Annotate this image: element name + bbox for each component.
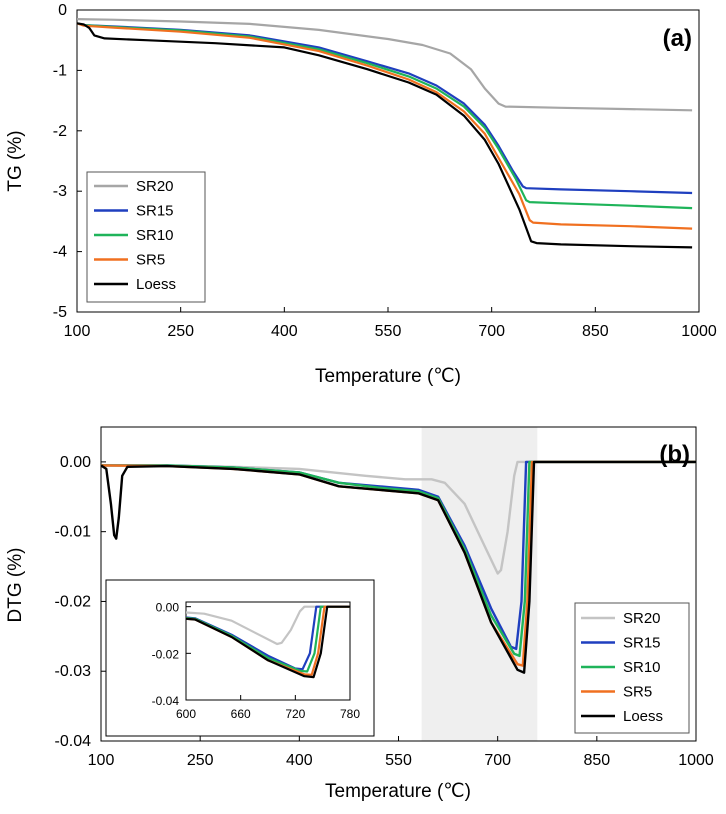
panel-a-legend-box [86,171,206,303]
panel-b-x-tick-label: 250 [187,752,214,769]
panel-b-x-tick-label: 850 [583,752,610,769]
panel-a-x-tick-label: 400 [271,323,298,340]
panel-a-label: (a) [663,25,692,52]
panel-b-legend-label-sr20: SR20 [623,610,661,627]
panel-b-y-tick-label: -0.04 [55,733,92,750]
panel-b-x-tick-label: 1000 [678,752,714,769]
panel-b: 100 250 400 550 700 850 1000 0.00 -0.01 -0.02 -0.0… [5,426,714,802]
panel-a-y-tick-label: 0 [58,2,67,19]
panel-b-y-tick-label: -0.03 [55,663,92,680]
panel-b-y-axis-label: DTG (%) [5,548,26,623]
panel-a-legend-label-loess: Loess [136,276,176,293]
panel-a-y-tick-label: -4 [53,244,67,261]
inset-series-loess [186,605,350,679]
panel-a-legend-label-sr20: SR20 [136,178,174,195]
panel-b-x-tick-label: 550 [385,752,412,769]
inset-x-tick-label: 600 [176,707,196,721]
panel-a-series-sr20 [77,18,693,112]
panel-a-legend-label-sr5: SR5 [136,252,165,269]
panel-a-ticks: 100 250 400 550 700 850 1000 0 -1 -2 -3 -4 -5 [53,2,717,340]
panel-a-x-tick-label: 700 [478,323,505,340]
panel-b-x-tick-label: 400 [286,752,313,769]
panel-a-series-sr5 [77,22,693,230]
panel-b-label: (b) [659,441,690,468]
panel-a-y-tick-label: -1 [53,62,67,79]
panel-b-y-tick-label: -0.01 [55,524,92,541]
panel-a-series [77,18,693,249]
panel-b-ticks: 100 250 400 550 700 850 1000 0.00 -0.01 -0.02 -0.0… [55,454,714,769]
panel-b-x-tick-label: 700 [484,752,511,769]
panel-a-x-tick-label: 250 [167,323,194,340]
panel-b-legend: SR20 SR15 SR10 SR5 Loess [574,602,690,734]
panel-a-y-tick-label: -5 [53,304,67,321]
panel-b-series [101,460,696,674]
panel-b-inset: 600 660 720 780 0.00 -0.02 -0.04 [105,579,375,737]
panel-a-series-loess [77,22,693,249]
inset-series [186,605,350,679]
inset-x-tick-label: 660 [231,707,251,721]
panel-a-legend-label-sr15: SR15 [136,203,174,220]
panel-a: 100 250 400 550 700 850 1000 0 -1 -2 -3 -4 -5 (a) Te… [5,2,717,387]
panel-b-legend-label-sr5: SR5 [623,684,652,701]
panel-b-legend-label-loess: Loess [623,708,663,725]
panel-b-y-tick-label: -0.02 [55,593,92,610]
panel-b-x-tick-label: 100 [88,752,115,769]
inset-y-tick-label: -0.02 [152,647,180,661]
panel-a-x-tick-label: 850 [582,323,609,340]
panel-a-y-axis-label: TG (%) [5,130,26,191]
panel-a-x-axis-label: Temperature (℃) [315,366,461,387]
panel-a-y-tick-label: -2 [53,123,67,140]
panel-b-legend-label-sr15: SR15 [623,635,661,652]
panel-a-x-tick-label: 100 [64,323,91,340]
inset-y-tick-label: 0.00 [156,601,180,615]
panel-b-legend-label-sr10: SR10 [623,659,661,676]
inset-y-tick-label: -0.04 [152,694,180,708]
inset-plot-area [185,601,351,701]
panel-a-x-tick-label: 1000 [681,323,717,340]
panel-a-x-tick-label: 550 [375,323,402,340]
panel-a-y-tick-label: -3 [53,183,67,200]
panel-b-series-loess [101,460,696,674]
inset-x-tick-label: 780 [340,707,360,721]
panel-a-legend-label-sr10: SR10 [136,227,174,244]
inset-x-tick-label: 720 [285,707,305,721]
panel-b-y-tick-label: 0.00 [60,454,91,471]
panel-a-legend: SR20 SR15 SR10 SR5 Loess [86,171,206,303]
panel-b-series-sr20 [101,460,696,575]
panel-b-x-axis-label: Temperature (℃) [325,781,471,802]
inset-ticks: 600 660 720 780 0.00 -0.02 -0.04 [152,601,361,721]
